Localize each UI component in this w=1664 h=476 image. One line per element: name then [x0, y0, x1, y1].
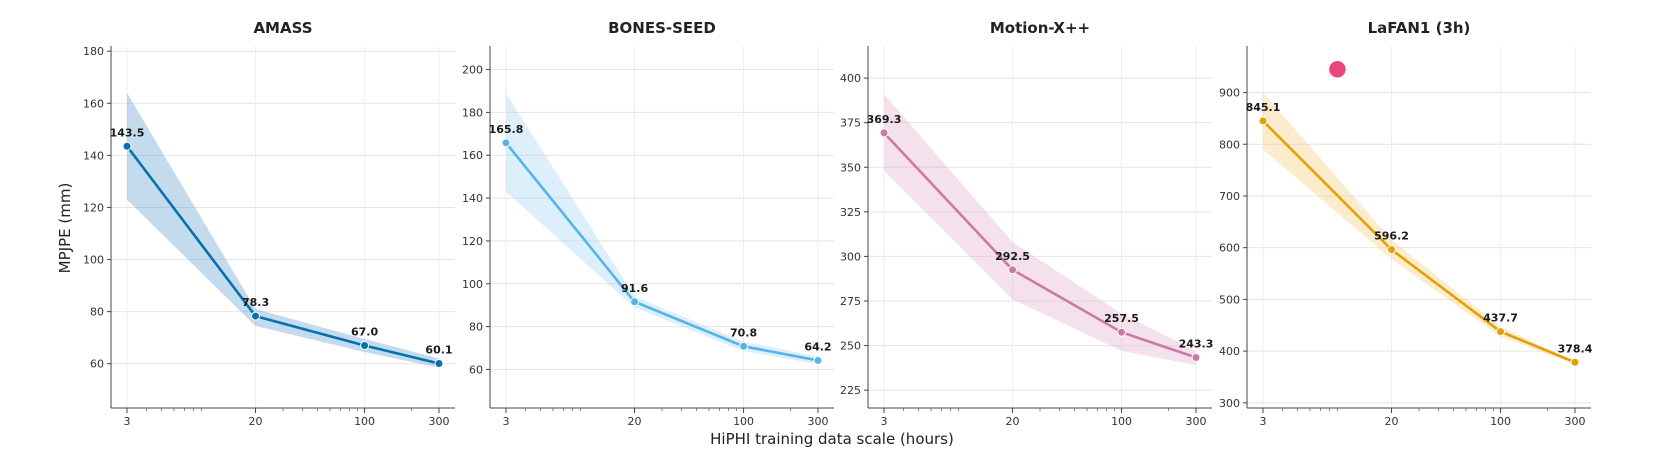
- confidence-band: [506, 93, 818, 365]
- x-tick-label: 300: [808, 415, 829, 428]
- panel-title: AMASS: [253, 19, 312, 37]
- y-tick-label: 375: [840, 117, 861, 130]
- x-tick-label: 20: [628, 415, 642, 428]
- confidence-band: [884, 94, 1196, 366]
- y-axis-label: MPJPE (mm): [56, 183, 74, 274]
- x-tick-label: 3: [881, 415, 888, 428]
- data-label: 67.0: [351, 325, 378, 338]
- x-tick-label: 100: [1490, 415, 1511, 428]
- y-tick-label: 400: [1219, 345, 1240, 358]
- data-point: [630, 297, 640, 307]
- data-label: 165.8: [489, 123, 524, 136]
- data-label: 437.7: [1483, 312, 1518, 325]
- panel-title: Motion-X++: [990, 19, 1090, 37]
- y-tick-label: 160: [462, 149, 483, 162]
- y-tick-label: 180: [462, 106, 483, 119]
- x-tick-label: 3: [503, 415, 510, 428]
- data-point: [360, 340, 370, 350]
- data-label: 64.2: [804, 340, 831, 353]
- data-label: 70.8: [730, 326, 757, 339]
- panel-title: LaFAN1 (3h): [1368, 19, 1471, 37]
- data-point: [1117, 327, 1127, 337]
- data-label: 78.3: [242, 296, 269, 309]
- y-tick-label: 120: [462, 235, 483, 248]
- y-tick-label: 60: [90, 358, 104, 371]
- reference-marker: [1327, 59, 1348, 80]
- y-tick-label: 60: [469, 363, 483, 376]
- panel-3: 300 400 500 600 700 800 900 3 20 100 300 845.1 596.2…: [1219, 19, 1593, 428]
- x-tick-label: 20: [1006, 415, 1020, 428]
- y-tick-label: 325: [840, 206, 861, 219]
- panel-title: BONES-SEED: [608, 19, 716, 37]
- y-tick-label: 80: [90, 306, 104, 319]
- x-tick-label: 300: [1565, 415, 1586, 428]
- y-tick-label: 900: [1219, 87, 1240, 100]
- data-label: 257.5: [1104, 312, 1139, 325]
- y-tick-label: 250: [840, 340, 861, 353]
- y-tick-label: 700: [1219, 190, 1240, 203]
- data-point: [813, 355, 823, 365]
- y-tick-label: 100: [462, 278, 483, 291]
- data-point: [1387, 245, 1397, 255]
- series-line: [883, 131, 1197, 359]
- data-label: 243.3: [1179, 338, 1214, 351]
- data-point: [251, 311, 261, 321]
- y-tick-label: 500: [1219, 293, 1240, 306]
- y-tick-label: 140: [83, 149, 104, 162]
- y-tick-label: 300: [840, 250, 861, 263]
- y-tick-label: 80: [469, 321, 483, 334]
- data-point: [1008, 265, 1018, 275]
- y-tick-label: 600: [1219, 242, 1240, 255]
- y-tick-label: 275: [840, 295, 861, 308]
- panel-1: 60 80 100 120 140 160 180 200 3 20 100 300 165.8 91.6…: [462, 19, 834, 428]
- series-line: [125, 145, 440, 365]
- y-tick-label: 160: [83, 97, 104, 110]
- series-line: [1262, 120, 1576, 364]
- data-label: 845.1: [1246, 101, 1281, 114]
- data-label: 378.4: [1558, 342, 1593, 355]
- x-tick-label: 100: [1111, 415, 1132, 428]
- confidence-band: [127, 92, 439, 368]
- y-tick-label: 180: [83, 45, 104, 58]
- data-point: [739, 341, 749, 351]
- y-tick-label: 350: [840, 161, 861, 174]
- y-tick-label: 225: [840, 384, 861, 397]
- data-label: 60.1: [425, 343, 452, 356]
- x-tick-label: 100: [733, 415, 754, 428]
- data-label: 292.5: [995, 250, 1030, 263]
- x-tick-label: 3: [1260, 415, 1267, 428]
- y-tick-label: 200: [462, 64, 483, 77]
- x-axis-label: HiPHI training data scale (hours): [710, 430, 954, 448]
- data-label: 91.6: [621, 282, 648, 295]
- x-tick-label: 100: [354, 415, 375, 428]
- x-tick-label: 20: [1385, 415, 1399, 428]
- x-tick-label: 300: [1186, 415, 1207, 428]
- data-point: [1570, 357, 1580, 367]
- data-point: [1496, 327, 1506, 337]
- data-point: [1191, 353, 1201, 363]
- data-label: 369.3: [867, 113, 902, 126]
- y-tick-label: 400: [840, 72, 861, 85]
- y-tick-label: 140: [462, 192, 483, 205]
- series-line: [504, 142, 819, 362]
- y-tick-label: 800: [1219, 138, 1240, 151]
- y-tick-label: 100: [83, 254, 104, 267]
- panel-2: 225 250 275 300 325 350 375 400 3 20 100 300 369.3 29…: [840, 19, 1213, 428]
- x-tick-label: 20: [249, 415, 263, 428]
- y-tick-label: 300: [1219, 397, 1240, 410]
- data-label: 143.5: [110, 126, 145, 139]
- data-point: [879, 128, 889, 138]
- confidence-band: [1263, 92, 1575, 365]
- data-point: [434, 358, 444, 368]
- x-tick-label: 3: [124, 415, 131, 428]
- y-tick-label: 120: [83, 201, 104, 214]
- data-label: 596.2: [1374, 230, 1409, 243]
- data-point: [501, 138, 511, 148]
- data-point: [1258, 116, 1268, 126]
- x-tick-label: 300: [429, 415, 450, 428]
- data-point: [122, 141, 132, 151]
- panel-0: 60 80 100 120 140 160 180 3 20 100 300 143.5 78.3 67.…: [83, 19, 455, 428]
